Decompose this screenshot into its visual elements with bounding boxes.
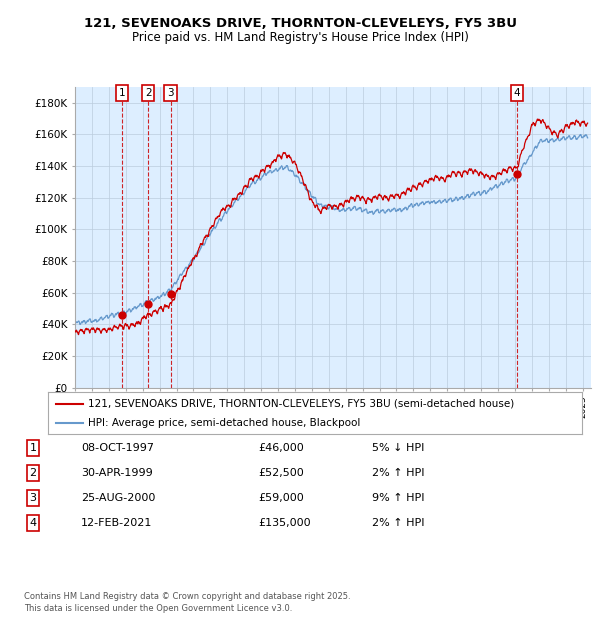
Text: Price paid vs. HM Land Registry's House Price Index (HPI): Price paid vs. HM Land Registry's House … (131, 31, 469, 43)
Text: 2: 2 (145, 88, 152, 98)
Text: 1: 1 (29, 443, 37, 453)
Text: 2: 2 (29, 468, 37, 478)
Text: 3: 3 (167, 88, 174, 98)
Text: Contains HM Land Registry data © Crown copyright and database right 2025.: Contains HM Land Registry data © Crown c… (24, 592, 350, 601)
Text: 12-FEB-2021: 12-FEB-2021 (81, 518, 152, 528)
Text: £59,000: £59,000 (258, 493, 304, 503)
Text: 5% ↓ HPI: 5% ↓ HPI (372, 443, 424, 453)
Text: 1: 1 (119, 88, 125, 98)
Text: 08-OCT-1997: 08-OCT-1997 (81, 443, 154, 453)
Text: 9% ↑ HPI: 9% ↑ HPI (372, 493, 425, 503)
Text: 121, SEVENOAKS DRIVE, THORNTON-CLEVELEYS, FY5 3BU (semi-detached house): 121, SEVENOAKS DRIVE, THORNTON-CLEVELEYS… (88, 399, 514, 409)
Text: 2% ↑ HPI: 2% ↑ HPI (372, 468, 425, 478)
Text: 2% ↑ HPI: 2% ↑ HPI (372, 518, 425, 528)
Text: 4: 4 (514, 88, 520, 98)
Text: This data is licensed under the Open Government Licence v3.0.: This data is licensed under the Open Gov… (24, 604, 292, 613)
Text: 3: 3 (29, 493, 37, 503)
Text: £52,500: £52,500 (258, 468, 304, 478)
Text: HPI: Average price, semi-detached house, Blackpool: HPI: Average price, semi-detached house,… (88, 418, 361, 428)
Text: £135,000: £135,000 (258, 518, 311, 528)
Text: 30-APR-1999: 30-APR-1999 (81, 468, 153, 478)
Text: 121, SEVENOAKS DRIVE, THORNTON-CLEVELEYS, FY5 3BU: 121, SEVENOAKS DRIVE, THORNTON-CLEVELEYS… (83, 17, 517, 30)
Text: 4: 4 (29, 518, 37, 528)
Text: £46,000: £46,000 (258, 443, 304, 453)
Text: 25-AUG-2000: 25-AUG-2000 (81, 493, 155, 503)
